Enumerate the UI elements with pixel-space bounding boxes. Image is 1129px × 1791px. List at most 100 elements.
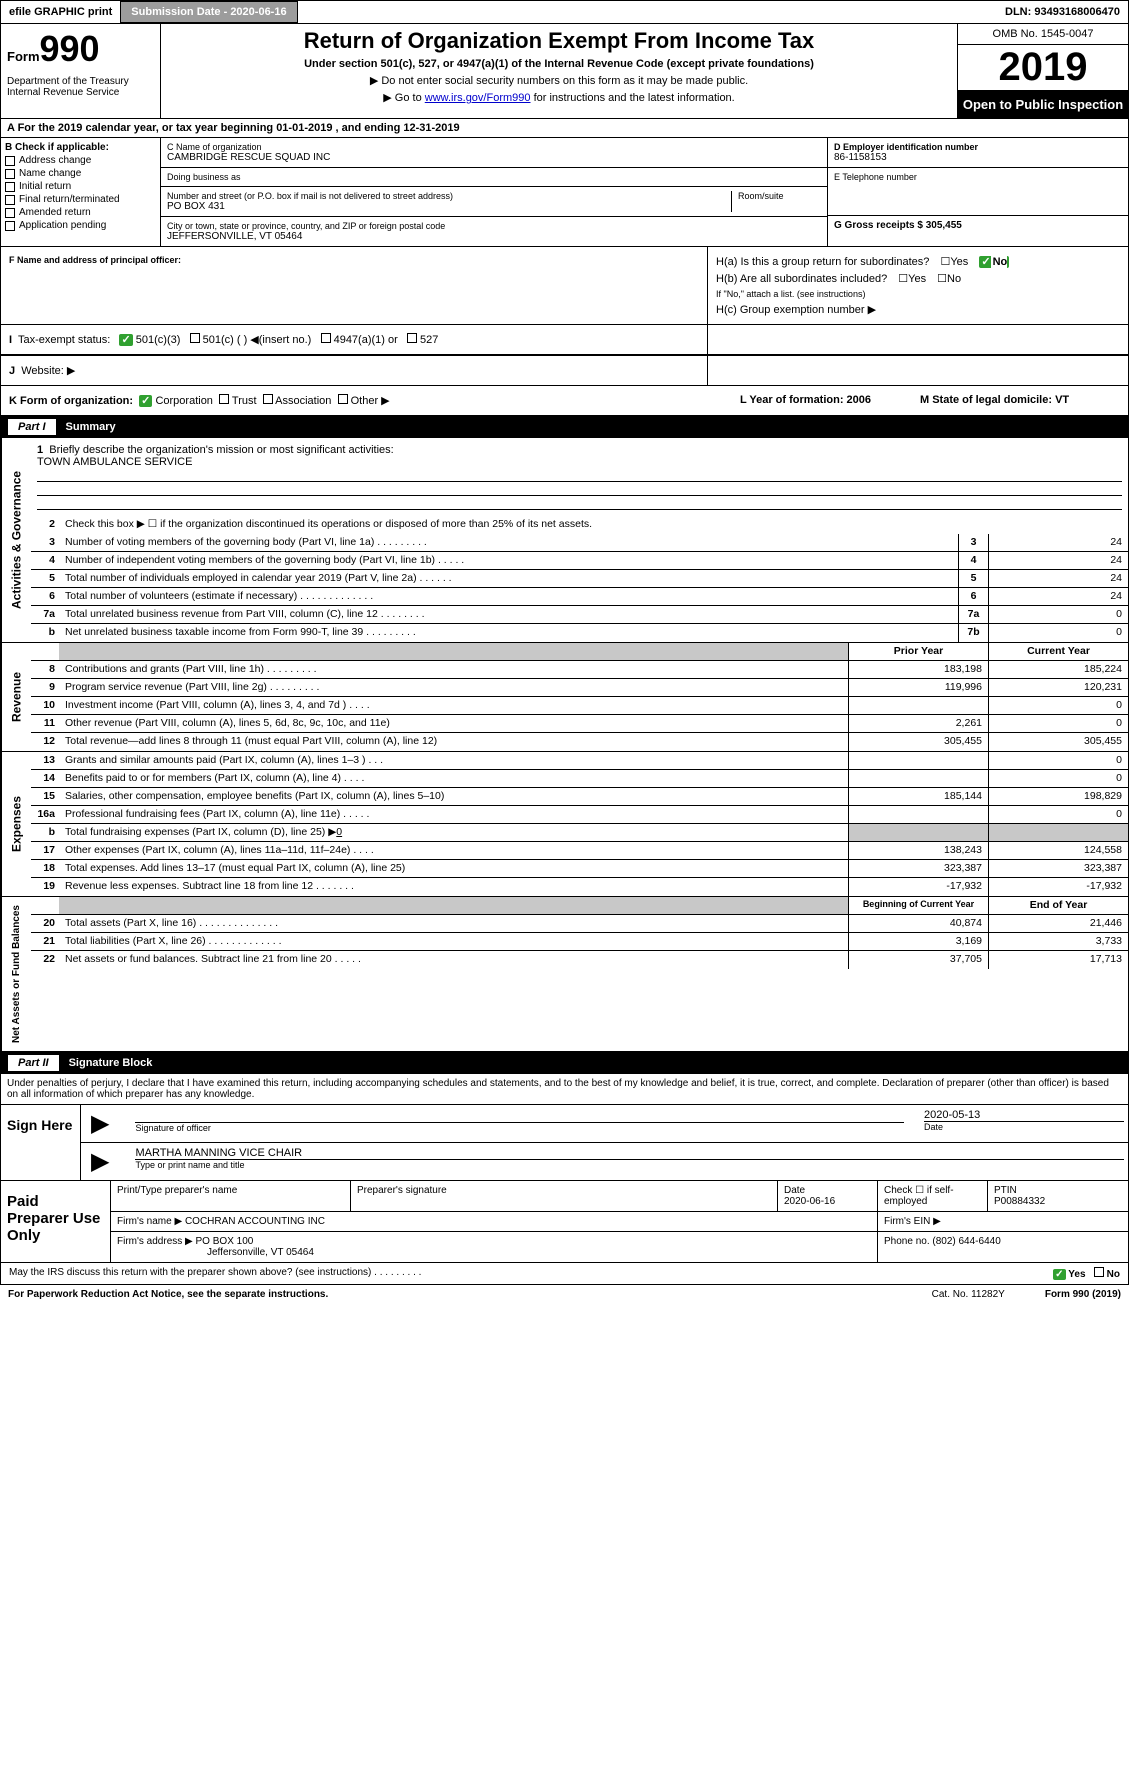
perjury-declaration: Under penalties of perjury, I declare th… (1, 1074, 1128, 1105)
line-16a: 16aProfessional fundraising fees (Part I… (31, 806, 1128, 824)
ha-yes[interactable]: ☐Yes (940, 256, 968, 268)
preparer-body: Print/Type preparer's name Preparer's si… (111, 1181, 1128, 1262)
sign-here-row: Sign Here ▶ Signature of officer 2020-05… (1, 1105, 1128, 1180)
chk-trust[interactable] (219, 394, 229, 404)
line-5: 5Total number of individuals employed in… (31, 570, 1128, 588)
chk-initial-return[interactable]: Initial return (5, 181, 156, 192)
phone-row: E Telephone number (828, 168, 1128, 216)
officer-name: MARTHA MANNING VICE CHAIR (135, 1147, 1124, 1160)
prep-ptin-cell: PTINP00884332 (988, 1181, 1128, 1211)
sig-officer-cap: Signature of officer (135, 1123, 904, 1133)
mission-value: TOWN AMBULANCE SERVICE (37, 456, 192, 468)
firm-addr-cell: Firm's address ▶ PO BOX 100 Jeffersonvil… (111, 1232, 878, 1262)
m-state: M State of legal domicile: VT (920, 394, 1120, 407)
p22: 37,705 (848, 951, 988, 969)
sign-body: ▶ Signature of officer 2020-05-13 Date ▶… (81, 1105, 1128, 1180)
p17: 138,243 (848, 842, 988, 859)
discuss-no[interactable] (1094, 1267, 1104, 1277)
note-link: ▶ Go to www.irs.gov/Form990 for instruct… (165, 91, 953, 104)
firm-name-cell: Firm's name ▶ COCHRAN ACCOUNTING INC (111, 1212, 878, 1231)
preparer-row: Paid Preparer Use Only Print/Type prepar… (1, 1180, 1128, 1262)
c12: 305,455 (988, 733, 1128, 751)
line-19: 19Revenue less expenses. Subtract line 1… (31, 878, 1128, 896)
discuss-yes[interactable]: ✓ (1053, 1269, 1065, 1280)
prep-firm-line: Firm's name ▶ COCHRAN ACCOUNTING INC Fir… (111, 1212, 1128, 1232)
val-3: 24 (988, 534, 1128, 551)
c13: 0 (988, 752, 1128, 769)
chk-other[interactable] (338, 394, 348, 404)
val-7a: 0 (988, 606, 1128, 623)
form-subtitle: Under section 501(c), 527, or 4947(a)(1)… (165, 58, 953, 70)
c14: 0 (988, 770, 1128, 787)
sig-name-line: ▶ MARTHA MANNING VICE CHAIR Type or prin… (81, 1143, 1128, 1180)
note-ssn: ▶ Do not enter social security numbers o… (165, 74, 953, 87)
prep-addr-line: Firm's address ▶ PO BOX 100 Jeffersonvil… (111, 1232, 1128, 1262)
c20: 21,446 (988, 915, 1128, 932)
box-f: F Name and address of principal officer: (1, 247, 708, 324)
chk-501c3[interactable]: ✓ (119, 334, 132, 346)
chk-4947[interactable] (321, 333, 331, 343)
c19: -17,932 (988, 878, 1128, 896)
hc-right (708, 356, 1128, 385)
omb-number: OMB No. 1545-0047 (958, 24, 1128, 45)
val-5: 24 (988, 570, 1128, 587)
chk-name-change[interactable]: Name change (5, 168, 156, 179)
line-22: 22Net assets or fund balances. Subtract … (31, 951, 1128, 969)
netassets-content: Beginning of Current Year End of Year 20… (31, 897, 1128, 1051)
chk-final-return[interactable]: Final return/terminated (5, 194, 156, 205)
vtab-revenue: Revenue (1, 643, 31, 751)
hdr-current: Current Year (988, 643, 1128, 660)
revenue-header: Prior Year Current Year (31, 643, 1128, 661)
box-c: C Name of organization CAMBRIDGE RESCUE … (161, 138, 828, 246)
sign-here-label: Sign Here (1, 1105, 81, 1180)
chk-527[interactable] (407, 333, 417, 343)
h-continued (708, 325, 1128, 355)
section-netassets: Net Assets or Fund Balances Beginning of… (0, 897, 1129, 1052)
status-website-block: I Tax-exempt status: ✓ 501(c)(3) 501(c) … (0, 325, 1129, 356)
section-activities: Activities & Governance 1 Briefly descri… (0, 438, 1129, 643)
line-8: 8Contributions and grants (Part VIII, li… (31, 661, 1128, 679)
form-number: Form990 (7, 28, 154, 70)
chk-501c[interactable] (190, 333, 200, 343)
val-7b: 0 (988, 624, 1128, 642)
netassets-header: Beginning of Current Year End of Year (31, 897, 1128, 915)
val-6: 24 (988, 588, 1128, 605)
chk-amended[interactable]: Amended return (5, 207, 156, 218)
ha-no[interactable]: ✓No (979, 256, 1009, 268)
firm-phone-cell: Phone no. (802) 644-6440 (878, 1232, 1128, 1262)
prep-selfemp[interactable]: Check ☐ if self-employed (878, 1181, 988, 1211)
irs-link[interactable]: www.irs.gov/Form990 (425, 92, 531, 104)
c16a: 0 (988, 806, 1128, 823)
firm-ein-cell: Firm's EIN ▶ (878, 1212, 1128, 1231)
form-num: 990 (40, 28, 100, 69)
submission-date-button[interactable]: Submission Date - 2020-06-16 (120, 1, 297, 23)
prep-sig-hdr: Preparer's signature (351, 1181, 778, 1211)
vtab-expenses: Expenses (1, 752, 31, 896)
j-label: J (9, 365, 15, 377)
line-13: 13Grants and similar amounts paid (Part … (31, 752, 1128, 770)
box-b: B Check if applicable: Address change Na… (1, 138, 161, 246)
form-header: Form990 Department of the Treasury Inter… (0, 24, 1129, 119)
chk-corp[interactable]: ✓ (139, 395, 152, 407)
phone-label: E Telephone number (834, 172, 1122, 182)
chk-address-change[interactable]: Address change (5, 155, 156, 166)
city-row: City or town, state or province, country… (161, 217, 827, 246)
box-b-title: B Check if applicable: (5, 142, 156, 153)
chk-app-pending[interactable]: Application pending (5, 220, 156, 231)
form-prefix: Form (7, 49, 40, 64)
line-11: 11Other revenue (Part VIII, column (A), … (31, 715, 1128, 733)
hb-no[interactable]: ☐No (937, 273, 961, 285)
line-12: 12Total revenue—add lines 8 through 11 (… (31, 733, 1128, 751)
preparer-label: Paid Preparer Use Only (1, 1181, 111, 1262)
p11: 2,261 (848, 715, 988, 732)
hb-yes[interactable]: ☐Yes (898, 273, 926, 285)
ha-line: H(a) Is this a group return for subordin… (716, 255, 1120, 268)
room-label: Room/suite (738, 191, 821, 201)
cat-no: Cat. No. 11282Y (932, 1289, 1005, 1300)
website-row-wrap: J Website: ▶ (0, 356, 1129, 386)
chk-assoc[interactable] (263, 394, 273, 404)
prep-header-line: Print/Type preparer's name Preparer's si… (111, 1181, 1128, 1212)
expenses-content: 13Grants and similar amounts paid (Part … (31, 752, 1128, 896)
k-row: K Form of organization: ✓ Corporation Tr… (0, 386, 1129, 416)
line-4: 4Number of independent voting members of… (31, 552, 1128, 570)
